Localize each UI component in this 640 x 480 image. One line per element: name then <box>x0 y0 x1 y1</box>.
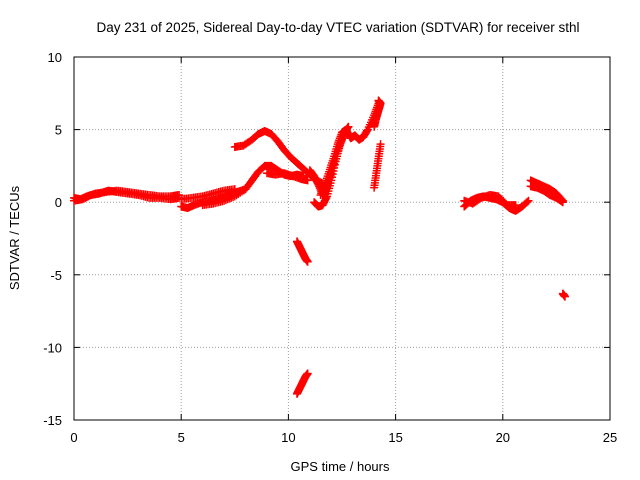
data-point <box>376 140 385 149</box>
data-point <box>558 198 567 207</box>
data-point <box>344 122 353 131</box>
data-point <box>303 257 312 266</box>
data-point <box>560 292 569 301</box>
x-tick-label: 15 <box>388 430 402 445</box>
data-point <box>524 196 533 205</box>
chart-title: Day 231 of 2025, Sidereal Day-to-day VTE… <box>97 20 580 35</box>
y-axis-label: SDTVAR / TECUs <box>7 185 22 290</box>
data-point <box>230 185 239 194</box>
y-tick-label: -5 <box>50 268 62 283</box>
y-tick-label: -10 <box>43 340 62 355</box>
y-tick-label: 0 <box>55 195 62 210</box>
y-tick-label: -15 <box>43 413 62 428</box>
x-axis-label: GPS time / hours <box>291 459 390 474</box>
plot-frame <box>73 56 611 421</box>
data-point <box>303 176 312 185</box>
data-point <box>511 201 520 210</box>
x-tick-label: 10 <box>281 430 295 445</box>
x-axis: 0 5 10 15 20 25 <box>70 57 617 445</box>
data-point <box>374 96 383 105</box>
y-axis: -15 -10 -5 0 5 10 <box>43 50 610 428</box>
grid-lines <box>74 57 610 420</box>
x-tick-label: 20 <box>496 430 510 445</box>
data-point-interp <box>523 197 532 206</box>
x-tick-label: 0 <box>70 430 77 445</box>
data-points <box>70 96 569 398</box>
y-tick-label: 10 <box>48 50 62 65</box>
x-tick-label: 5 <box>178 430 185 445</box>
data-point <box>303 369 312 378</box>
y-tick-label: 5 <box>55 123 62 138</box>
x-tick-label: 25 <box>603 430 617 445</box>
